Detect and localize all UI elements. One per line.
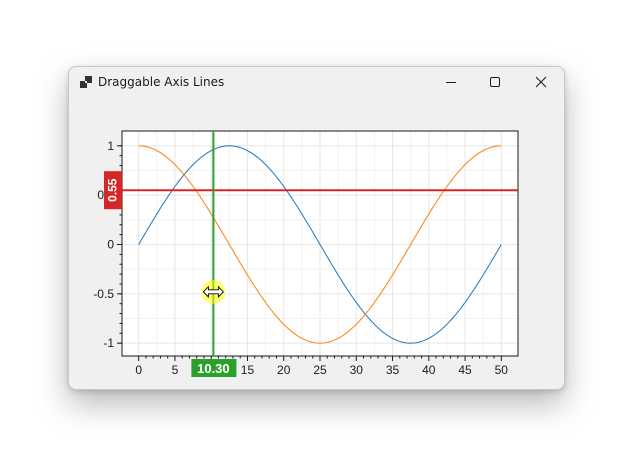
resize-arrow [202,285,225,298]
x-tick-label: 45 [458,363,472,377]
x-tick-label: 25 [313,363,327,377]
x-tick-label: 35 [386,363,400,377]
x-tick-label: 20 [277,363,291,377]
vertical-line-label-bg[interactable] [191,359,237,377]
app-window: Draggable Axis Lines 0510152025303540455… [68,66,565,390]
resize-horizontal-cursor-icon [201,279,226,304]
x-tick-label: 40 [422,363,436,377]
horizontal-line-label-group[interactable]: 0.55 [104,171,122,210]
x-tick-label: 0 [135,363,142,377]
x-tick-label: 5 [172,363,179,377]
app-icon [80,76,92,88]
minimize-button[interactable] [428,67,474,97]
close-button[interactable] [518,67,564,97]
line-chart[interactable]: 05101520253035404550-1-0.500.51 0.5510.3… [69,97,564,389]
y-tick-label: -0.5 [93,287,114,301]
maximize-icon [490,77,500,87]
window-title: Draggable Axis Lines [98,75,225,89]
horizontal-line-label-bg[interactable] [104,171,122,210]
horizontal-line-label[interactable]: 0.55 [106,178,120,202]
y-tick-label: 0 [107,237,114,251]
x-tick-label: 50 [495,363,509,377]
title-bar[interactable]: Draggable Axis Lines [69,67,564,97]
minimize-icon [446,82,456,83]
x-tick-label: 15 [241,363,255,377]
series-line-2 [138,145,502,344]
x-tick-label: 30 [350,363,364,377]
series-line-1 [138,145,502,344]
close-icon [535,76,547,88]
y-tick-label: -1 [103,336,114,350]
plot-area[interactable]: 05101520253035404550-1-0.500.51 0.5510.3… [69,97,564,389]
y-tick-label: 1 [107,139,114,153]
vertical-line-label[interactable]: 10.30 [197,361,230,376]
maximize-button[interactable] [472,67,518,97]
